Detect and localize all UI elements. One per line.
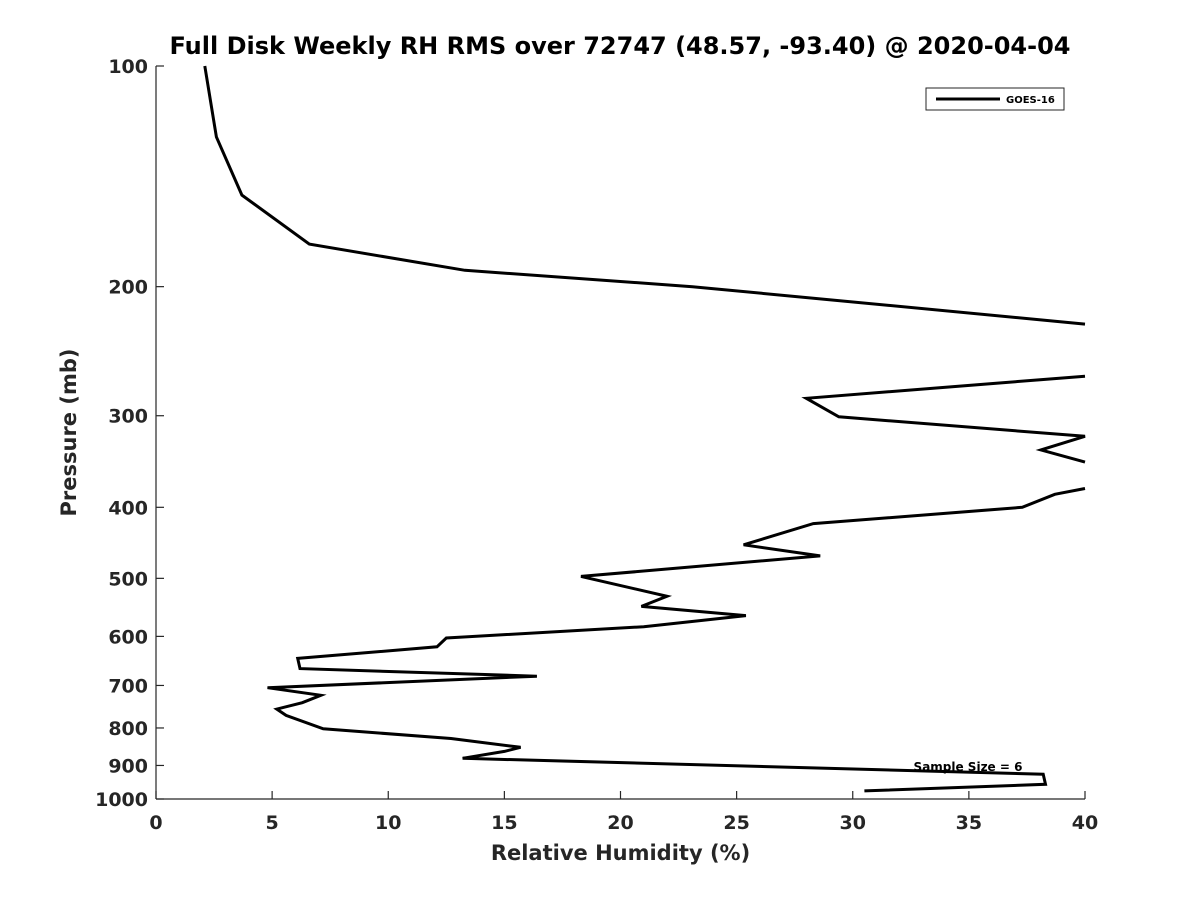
y-tick-label: 300: [108, 406, 148, 428]
y-axis-label: Pressure (mb): [57, 349, 81, 517]
legend: GOES-16: [925, 87, 1065, 111]
series-line-segment: [203, 65, 1086, 326]
sample-size-annotation: Sample Size = 6: [914, 760, 1023, 774]
series-line-segment: [801, 374, 1086, 464]
x-tick-label: 10: [375, 812, 401, 834]
legend-label-goes-16: GOES-16: [1006, 95, 1055, 106]
y-tick-label: 400: [108, 497, 148, 519]
x-tick-label: 25: [723, 812, 749, 834]
y-tick-label: 900: [108, 755, 148, 777]
chart-title: Full Disk Weekly RH RMS over 72747 (48.5…: [169, 32, 1070, 60]
series-line-segment: [267, 487, 1086, 793]
x-axis-label: Relative Humidity (%): [491, 841, 750, 865]
x-tick-label: 0: [149, 812, 162, 834]
x-tick-label: 15: [491, 812, 517, 834]
axes-layer: 0 5 10 15 20 25 30 35 40 100 200 300 400 500 600 700 800…: [95, 56, 1098, 834]
x-tick-label: 35: [956, 812, 982, 834]
x-tick-label: 5: [266, 812, 279, 834]
y-tick-label: 500: [108, 568, 148, 590]
y-tick-label: 200: [108, 277, 148, 299]
y-tick-label: 1000: [95, 789, 148, 811]
x-tick-label: 20: [607, 812, 633, 834]
y-tick-label: 100: [108, 56, 148, 78]
y-tick-label: 700: [108, 675, 148, 697]
plot-area: [156, 66, 1085, 799]
y-tick-label: 800: [108, 718, 148, 740]
data-layer: [203, 65, 1086, 793]
x-tick-label: 30: [840, 812, 866, 834]
x-tick-label: 40: [1072, 812, 1098, 834]
y-tick-label: 600: [108, 626, 148, 648]
